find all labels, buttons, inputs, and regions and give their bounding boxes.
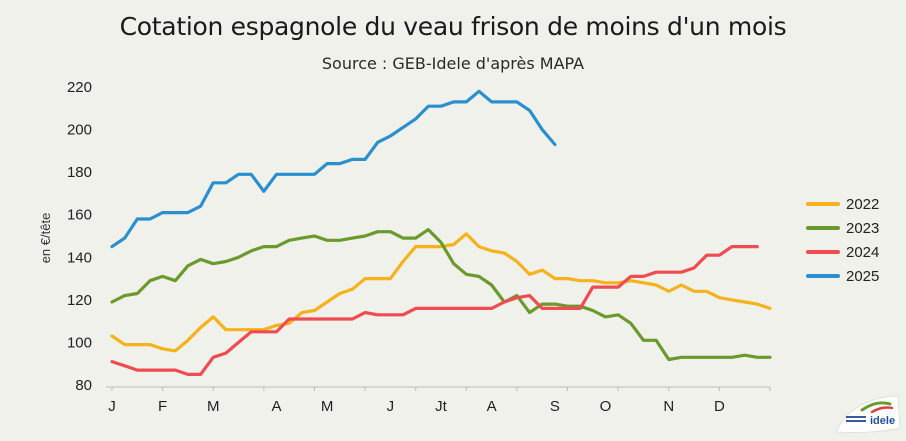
chart-title: Cotation espagnole du veau frison de moi… bbox=[119, 12, 787, 41]
legend-item-2024: 2024 bbox=[806, 240, 879, 264]
legend-label: 2023 bbox=[846, 219, 880, 237]
legend-item-2023: 2023 bbox=[806, 216, 879, 240]
x-tick-label: S bbox=[550, 398, 560, 415]
y-tick-label: 180 bbox=[67, 164, 92, 181]
legend-swatch bbox=[806, 274, 840, 278]
chart-subtitle: Source : GEB-Idele d'après MAPA bbox=[321, 54, 585, 73]
series-line-2023 bbox=[110, 228, 772, 362]
x-tick-label: M bbox=[321, 398, 334, 415]
idele-logo: idele bbox=[835, 395, 901, 433]
y-tick-label: 160 bbox=[67, 207, 92, 224]
x-tick-label: O bbox=[600, 398, 612, 415]
legend-label: 2022 bbox=[846, 195, 880, 213]
series-line-2025 bbox=[110, 89, 557, 249]
x-axis: J F M A M J Jt A S O N D bbox=[106, 386, 771, 415]
legend-label: 2025 bbox=[846, 267, 880, 285]
y-axis-label: en €/tête bbox=[38, 213, 53, 264]
x-tick-label: F bbox=[158, 398, 167, 415]
legend-swatch bbox=[806, 226, 840, 230]
x-tick-label: N bbox=[663, 398, 674, 415]
x-tick-label: D bbox=[714, 398, 725, 415]
y-tick-label: 100 bbox=[67, 334, 92, 351]
y-tick-label: 200 bbox=[67, 122, 92, 139]
series-line-2022 bbox=[110, 232, 772, 353]
legend-item-2025: 2025 bbox=[806, 264, 879, 288]
legend-label: 2024 bbox=[846, 243, 880, 261]
x-tick-label: A bbox=[271, 398, 281, 415]
x-tick-label: J bbox=[387, 398, 395, 415]
legend-swatch bbox=[806, 202, 840, 206]
y-tick-label: 80 bbox=[75, 377, 92, 394]
x-tick-label: M bbox=[207, 398, 220, 415]
legend-swatch bbox=[806, 250, 840, 254]
logo-text: idele bbox=[870, 415, 895, 427]
series-group bbox=[110, 89, 772, 376]
x-tick-label: Jt bbox=[435, 398, 448, 415]
series-line-2024 bbox=[110, 245, 759, 376]
y-tick-label: 220 bbox=[67, 79, 92, 96]
y-axis: 80 100 120 140 160 180 200 220 bbox=[67, 79, 92, 394]
legend: 2022 2023 2024 2025 bbox=[806, 192, 879, 288]
y-tick-label: 120 bbox=[67, 292, 92, 309]
x-tick-label: J bbox=[108, 398, 116, 415]
y-tick-label: 140 bbox=[67, 249, 92, 266]
x-tick-label: A bbox=[487, 398, 497, 415]
legend-item-2022: 2022 bbox=[806, 192, 879, 216]
